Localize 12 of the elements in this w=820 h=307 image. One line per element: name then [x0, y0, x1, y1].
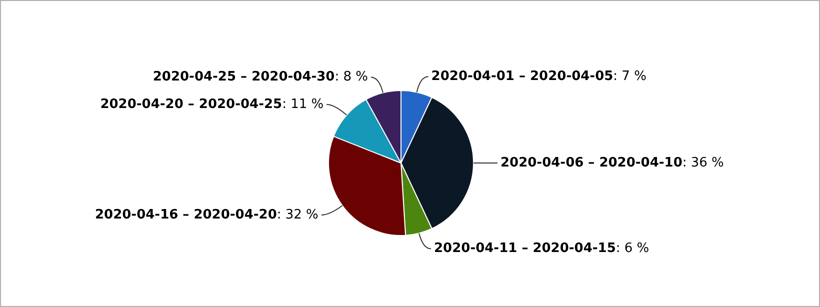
data-label: : 32 % — [276, 207, 318, 222]
data-label: : 11 % — [282, 96, 324, 112]
slice-label: 2020-04-25 – 2020-04-30 — [152, 70, 335, 85]
slice-label: 2020-04-01 – 2020-04-05 — [431, 69, 614, 84]
data-label: : 7 % — [613, 69, 646, 84]
slice-label: 2020-04-20 – 2020-04-25 — [100, 96, 282, 112]
slice-label: 2020-04-11 – 2020-04-15 — [434, 241, 616, 256]
data-label: : 8 % — [334, 70, 368, 85]
data-label: : 36 % — [682, 155, 724, 170]
data-label: : 6 % — [616, 241, 650, 256]
slice-label: 2020-04-16 – 2020-04-20 — [95, 207, 277, 222]
slice-label: 2020-04-06 – 2020-04-10 — [500, 155, 682, 170]
